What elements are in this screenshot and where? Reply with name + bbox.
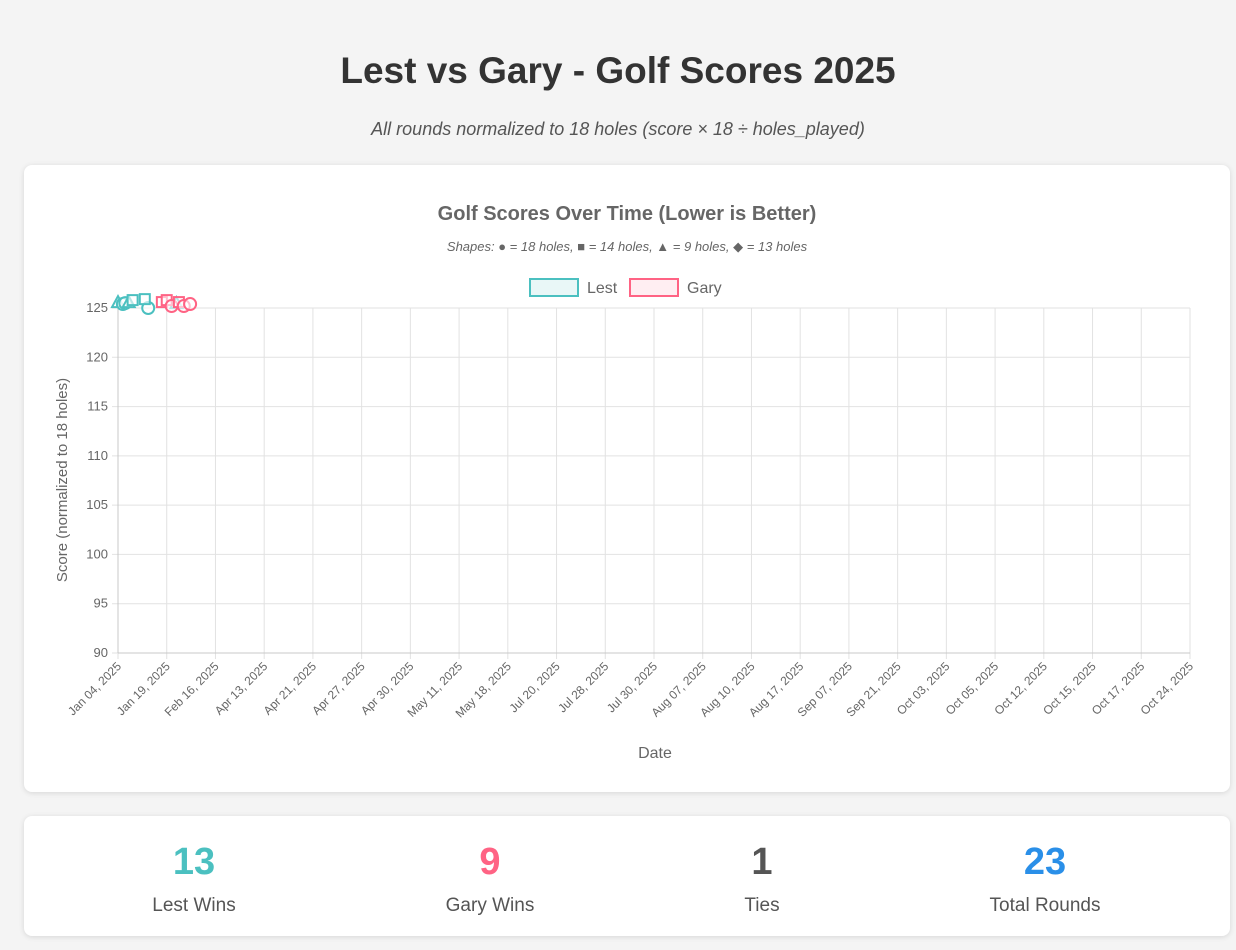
point-lest-6[interactable] bbox=[138, 293, 151, 306]
chart-legend: Lest Gary bbox=[529, 278, 722, 297]
stat-ties: 1 Ties bbox=[612, 841, 912, 917]
stats-card: 13 Lest Wins 9 Gary Wins 1 Ties 23 Total… bbox=[24, 816, 1230, 936]
chart-title: Golf Scores Over Time (Lower is Better) bbox=[438, 203, 817, 225]
stat-label: Lest Wins bbox=[152, 895, 236, 916]
page-title: Lest vs Gary - Golf Scores 2025 bbox=[340, 50, 896, 91]
y-tick-label: 105 bbox=[86, 497, 108, 512]
legend-label-gary[interactable]: Gary bbox=[687, 280, 722, 297]
data-points bbox=[110, 293, 198, 315]
chart-grid bbox=[112, 307, 1191, 659]
scores-chart: Golf Scores Over Time (Lower is Better) … bbox=[54, 203, 1196, 762]
stat-lest-wins: 13 Lest Wins bbox=[44, 841, 344, 917]
point-lest-4[interactable] bbox=[126, 294, 139, 307]
x-axis-label: Date bbox=[638, 745, 672, 762]
y-tick-label: 125 bbox=[86, 300, 108, 315]
stat-value: 23 bbox=[1023, 841, 1067, 883]
stat-label: Total Rounds bbox=[989, 895, 1101, 916]
y-tick-label: 120 bbox=[86, 349, 108, 364]
stat-gary-wins: 9 Gary Wins bbox=[340, 841, 640, 917]
y-axis-ticks: 125 120 115 110 105 100 95 90 bbox=[86, 300, 108, 660]
legend-swatch-gary bbox=[629, 278, 679, 297]
x-tick-label: Jul 28, 2025 bbox=[555, 659, 611, 715]
stat-value: 13 bbox=[172, 841, 216, 883]
x-tick-label: Oct 24, 2025 bbox=[1138, 659, 1197, 718]
y-tick-label: 100 bbox=[86, 546, 108, 561]
stat-label: Gary Wins bbox=[445, 895, 535, 916]
chart-card: Golf Scores Over Time (Lower is Better) … bbox=[24, 165, 1230, 792]
y-tick-label: 90 bbox=[94, 645, 108, 660]
page-subtitle: All rounds normalized to 18 holes (score… bbox=[371, 119, 865, 139]
y-axis-label: Score (normalized to 18 holes) bbox=[54, 378, 71, 582]
chart-subtitle: Shapes: ● = 18 holes, ■ = 14 holes, ▲ = … bbox=[447, 239, 808, 254]
stat-value: 1 bbox=[751, 841, 773, 883]
stat-label: Ties bbox=[744, 895, 780, 916]
point-gary-5[interactable] bbox=[183, 297, 198, 312]
legend-label-lest[interactable]: Lest bbox=[587, 280, 618, 297]
stat-value: 9 bbox=[479, 841, 501, 883]
y-tick-label: 110 bbox=[87, 448, 108, 463]
x-tick-label: Jul 20, 2025 bbox=[507, 659, 563, 715]
y-tick-label: 115 bbox=[87, 399, 108, 414]
stat-total-rounds: 23 Total Rounds bbox=[895, 841, 1195, 917]
y-tick-label: 95 bbox=[94, 596, 108, 611]
legend-swatch-lest bbox=[529, 278, 579, 297]
